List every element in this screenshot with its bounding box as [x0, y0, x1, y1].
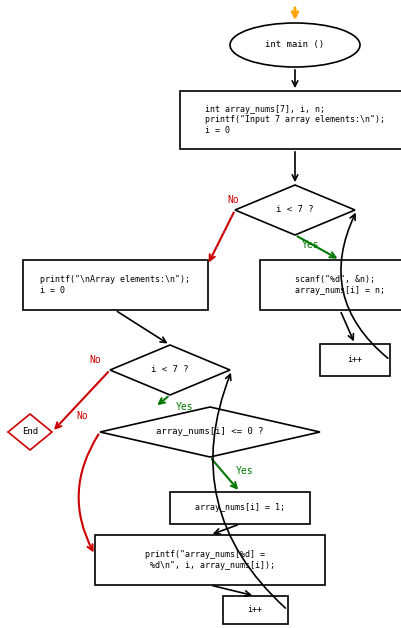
Text: i < 7 ?: i < 7 ?: [151, 365, 189, 374]
Text: int main (): int main (): [265, 40, 324, 50]
Text: Yes: Yes: [176, 402, 194, 412]
Text: scanf("%d", &n);
array_nums[i] = n;: scanf("%d", &n); array_nums[i] = n;: [295, 275, 385, 295]
Polygon shape: [100, 407, 320, 457]
Text: No: No: [76, 411, 88, 421]
FancyBboxPatch shape: [22, 260, 207, 310]
Polygon shape: [8, 414, 52, 450]
Text: i++: i++: [348, 355, 363, 364]
Text: printf("array_nums[%d] =
 %d\n", i, array_nums[i]);: printf("array_nums[%d] = %d\n", i, array…: [145, 550, 275, 570]
Text: No: No: [227, 195, 239, 205]
Ellipse shape: [230, 23, 360, 67]
Text: array_nums[i] <= 0 ?: array_nums[i] <= 0 ?: [156, 428, 264, 436]
FancyBboxPatch shape: [180, 91, 401, 149]
FancyBboxPatch shape: [170, 492, 310, 524]
Text: i++: i++: [247, 605, 263, 615]
Text: No: No: [89, 355, 101, 365]
FancyBboxPatch shape: [260, 260, 401, 310]
Polygon shape: [110, 345, 230, 395]
Text: i < 7 ?: i < 7 ?: [276, 205, 314, 215]
Polygon shape: [235, 185, 355, 235]
Text: Yes: Yes: [236, 466, 254, 476]
Text: Yes: Yes: [302, 240, 320, 250]
FancyBboxPatch shape: [223, 596, 288, 624]
Text: array_nums[i] = 1;: array_nums[i] = 1;: [195, 504, 285, 512]
FancyBboxPatch shape: [320, 344, 390, 376]
Text: printf("\nArray elements:\n");
i = 0: printf("\nArray elements:\n"); i = 0: [40, 275, 190, 295]
FancyBboxPatch shape: [95, 535, 325, 585]
Text: End: End: [22, 428, 38, 436]
Text: int array_nums[7], i, n;
printf("Input 7 array elements:\n");
i = 0: int array_nums[7], i, n; printf("Input 7…: [205, 105, 385, 135]
